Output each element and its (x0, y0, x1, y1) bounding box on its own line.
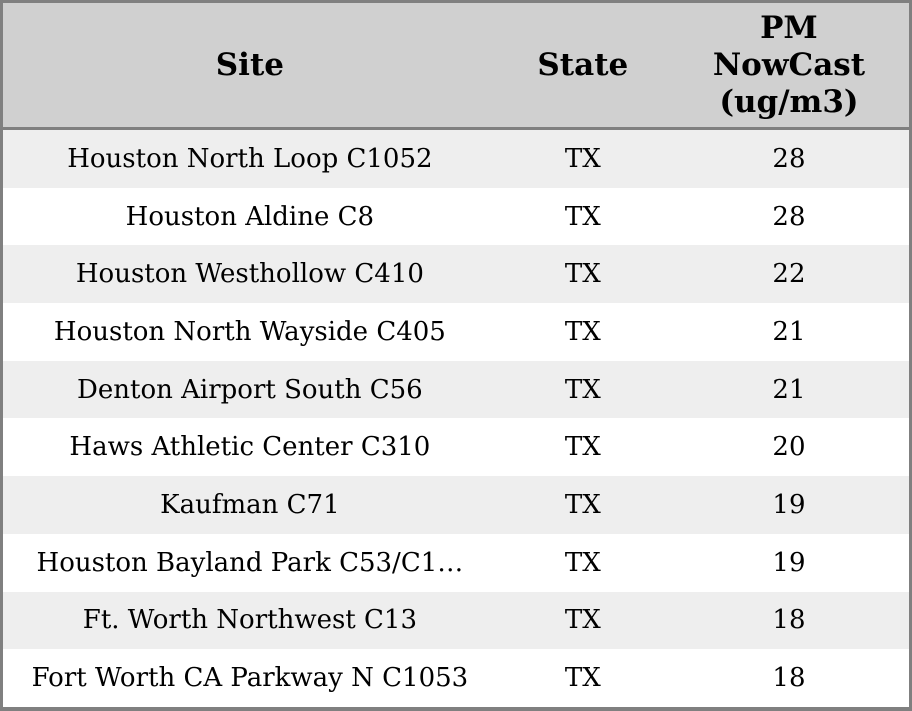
site-cell: Kaufman C71 (160, 489, 340, 520)
site-cell: Houston Aldine C8 (125, 201, 375, 232)
table-row[interactable]: Houston Westhollow C410 TX 22 (3, 245, 909, 304)
table-row[interactable]: Houston Bayland Park C53/C1… TX 19 (3, 533, 909, 592)
site-cell: Fort Worth CA Parkway N C1053 (31, 663, 469, 694)
site-cell: Houston Bayland Park C53/C1… (36, 547, 464, 578)
site-cell: Ft. Worth Northwest C13 (82, 605, 417, 636)
table-row[interactable]: Denton Airport South C56 TX 21 (3, 360, 909, 419)
column-header-pm-line-3: (ug/m3) (719, 83, 859, 120)
header-row: Site State PM NowCast (ug/m3) (3, 3, 909, 130)
table-row[interactable]: Houston Aldine C8 TX 28 (3, 187, 909, 246)
state-cell: TX (564, 432, 601, 463)
state-cell: TX (564, 489, 601, 520)
state-cell: TX (564, 259, 601, 290)
table-row[interactable]: Ft. Worth Northwest C13 TX 18 (3, 591, 909, 650)
state-cell: TX (564, 316, 601, 347)
table-row[interactable]: Houston North Loop C1052 TX 28 (3, 128, 909, 188)
state-cell: TX (564, 201, 601, 232)
site-cell: Haws Athletic Center C310 (69, 432, 431, 463)
site-cell: Denton Airport South C56 (77, 374, 423, 405)
pm-nowcast-cell: 22 (772, 259, 806, 290)
site-cell: Houston North Loop C1052 (67, 143, 433, 174)
table-header: Site State PM NowCast (ug/m3) (3, 3, 909, 130)
pm-nowcast-cell: 21 (772, 374, 806, 405)
pm-nowcast-table: Site State PM NowCast (ug/m3) Houston No… (3, 3, 909, 707)
state-cell: TX (564, 374, 601, 405)
state-cell: TX (564, 605, 601, 636)
state-cell: TX (564, 143, 601, 174)
table-row[interactable]: Kaufman C71 TX 19 (3, 476, 909, 534)
column-header-state: State (496, 3, 669, 130)
column-header-site-label: Site (215, 46, 284, 83)
table-row[interactable]: Fort Worth CA Parkway N C1053 TX 18 (3, 649, 909, 707)
site-cell: Houston Westhollow C410 (75, 259, 424, 290)
pm-nowcast-cell: 21 (772, 316, 806, 347)
pm-nowcast-cell: 18 (772, 605, 806, 636)
state-cell: TX (564, 547, 601, 578)
column-header-pm-nowcast: PM NowCast (ug/m3) (668, 3, 909, 130)
pm-nowcast-cell: 28 (772, 201, 806, 232)
pm-nowcast-cell: 20 (772, 432, 806, 463)
pm-nowcast-cell: 28 (772, 143, 806, 174)
state-cell: TX (564, 663, 601, 694)
site-cell: Houston North Wayside C405 (53, 316, 446, 347)
pm-nowcast-cell: 18 (772, 663, 806, 694)
table-row[interactable]: Haws Athletic Center C310 TX 20 (3, 418, 909, 477)
column-header-pm-line-1: PM (760, 9, 818, 46)
column-header-state-label: State (537, 46, 629, 83)
pm-nowcast-cell: 19 (772, 547, 806, 578)
table-body: Houston North Loop C1052 TX 28 Houston A… (3, 128, 909, 707)
table-row[interactable]: Houston North Wayside C405 TX 21 (3, 303, 909, 361)
pm-nowcast-cell: 19 (772, 489, 806, 520)
column-header-pm-line-2: NowCast (712, 46, 866, 83)
column-header-site: Site (3, 3, 497, 130)
